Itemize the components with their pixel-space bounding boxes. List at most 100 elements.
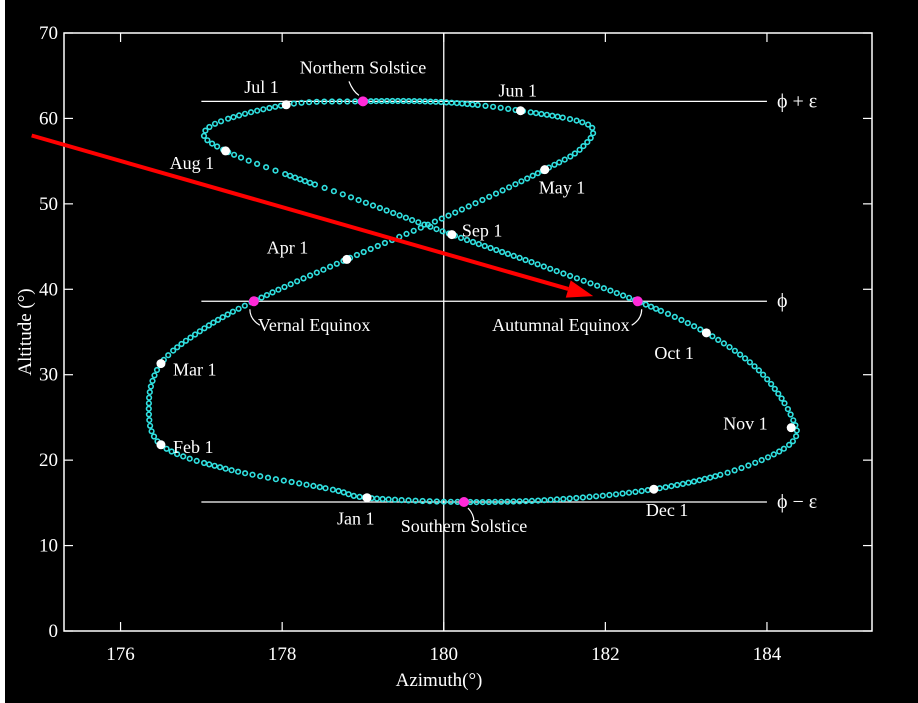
analemma-dot xyxy=(415,219,422,226)
analemma-dot xyxy=(587,280,594,287)
analemma-dot xyxy=(751,363,758,370)
analemma-dot xyxy=(492,190,500,197)
analemma-dot xyxy=(409,217,416,224)
analemma-dot xyxy=(490,103,497,110)
analemma-dot xyxy=(547,265,554,272)
analemma-dot xyxy=(493,246,500,254)
analemma-dot xyxy=(245,157,252,164)
analemma-dot xyxy=(579,494,587,501)
analemma-dot xyxy=(566,495,573,502)
y-tick-label: 30 xyxy=(39,365,58,386)
analemma-dot xyxy=(452,209,459,216)
analemma-dot xyxy=(379,495,386,503)
analemma-dot xyxy=(210,319,217,326)
analemma-dot xyxy=(431,218,439,225)
month-label: Jul 1 xyxy=(244,77,279,97)
analemma-dot xyxy=(576,146,583,153)
analemma-dot xyxy=(206,461,213,468)
analemma-dot xyxy=(174,451,181,458)
analemma-dot xyxy=(298,99,305,106)
analemma-dot xyxy=(499,248,506,256)
month-marker xyxy=(516,106,526,116)
analemma-dot xyxy=(589,130,597,137)
analemma-dot xyxy=(374,242,381,250)
month-marker xyxy=(786,423,796,433)
analemma-dot xyxy=(322,485,329,492)
key-point-label: Southern Solstice xyxy=(401,516,528,536)
analemma-dot xyxy=(589,124,596,131)
analemma-dot xyxy=(186,455,193,462)
analemma-dot xyxy=(512,181,519,188)
analemma-dot xyxy=(463,236,471,244)
analemma-dot xyxy=(355,197,362,204)
reference-line-label: ϕ xyxy=(777,290,788,312)
analemma-dot xyxy=(759,371,767,378)
y-tick-label: 50 xyxy=(39,194,58,215)
analemma-dot xyxy=(709,333,716,340)
date-markers xyxy=(156,96,796,508)
analemma-dot xyxy=(369,202,377,209)
analemma-dot xyxy=(424,221,432,228)
y-tick-label: 60 xyxy=(39,108,58,129)
analemma-dot xyxy=(684,320,691,327)
analemma-dot xyxy=(344,98,351,105)
analemma-dot xyxy=(327,263,334,270)
analemma-dot xyxy=(559,114,566,121)
analemma-dot xyxy=(776,448,783,455)
analemma-dot xyxy=(410,227,417,234)
analemma-dot xyxy=(556,159,563,166)
analemma-dot xyxy=(202,127,209,134)
analemma-dot xyxy=(300,275,307,282)
analemma-dot xyxy=(573,275,581,282)
analemma-dot xyxy=(383,207,390,214)
analemma-dot xyxy=(771,385,778,393)
key-point-leader xyxy=(631,309,643,326)
analemma-dot xyxy=(506,184,513,191)
analemma-dot xyxy=(528,497,536,505)
analemma-dot xyxy=(668,483,675,490)
analemma-dot xyxy=(731,347,739,354)
analemma-dot xyxy=(426,498,433,505)
analemma-dot xyxy=(566,115,574,123)
analemma-dot xyxy=(553,496,561,503)
analemma-dot xyxy=(421,221,428,228)
analemma-dot xyxy=(479,196,486,204)
analemma-dot xyxy=(247,109,255,116)
analemma-dot xyxy=(339,191,346,198)
analemma-dot xyxy=(767,380,775,388)
analemma-dot xyxy=(448,99,455,106)
analemma-dot xyxy=(717,471,724,478)
analemma-dot xyxy=(294,278,301,285)
analemma-dot xyxy=(445,212,452,219)
analemma-dot xyxy=(196,328,203,335)
analemma-dot xyxy=(741,355,749,362)
analemma-dot xyxy=(356,493,363,501)
analemma-dot xyxy=(282,171,289,178)
analemma-dot xyxy=(405,97,412,105)
x-tick-label: 182 xyxy=(591,644,620,665)
key-point-label: Northern Solstice xyxy=(300,57,426,77)
analemma-dot xyxy=(329,486,337,493)
analemma-dot xyxy=(254,107,261,114)
analemma-dot xyxy=(383,97,391,105)
analemma-dot xyxy=(269,289,276,296)
analemma-dot xyxy=(486,193,493,200)
month-label: Mar 1 xyxy=(173,360,217,380)
analemma-dot xyxy=(153,366,161,374)
analemma-dot xyxy=(439,228,446,235)
analemma-dot xyxy=(619,292,627,299)
analemma-dot xyxy=(165,352,172,359)
analemma-dot xyxy=(204,137,211,144)
analemma-dot xyxy=(320,266,327,273)
analemma-dot xyxy=(678,316,685,324)
analemma-dot xyxy=(560,270,567,277)
analemma-dot xyxy=(464,100,471,108)
analemma-dot xyxy=(685,479,692,486)
analemma-dot xyxy=(241,302,248,309)
analemma-dot xyxy=(353,251,361,259)
reference-line-label: ϕ + ε xyxy=(777,90,817,112)
analemma-dot xyxy=(214,316,222,324)
analemma-dot xyxy=(573,494,580,502)
x-tick-label: 178 xyxy=(268,644,297,665)
